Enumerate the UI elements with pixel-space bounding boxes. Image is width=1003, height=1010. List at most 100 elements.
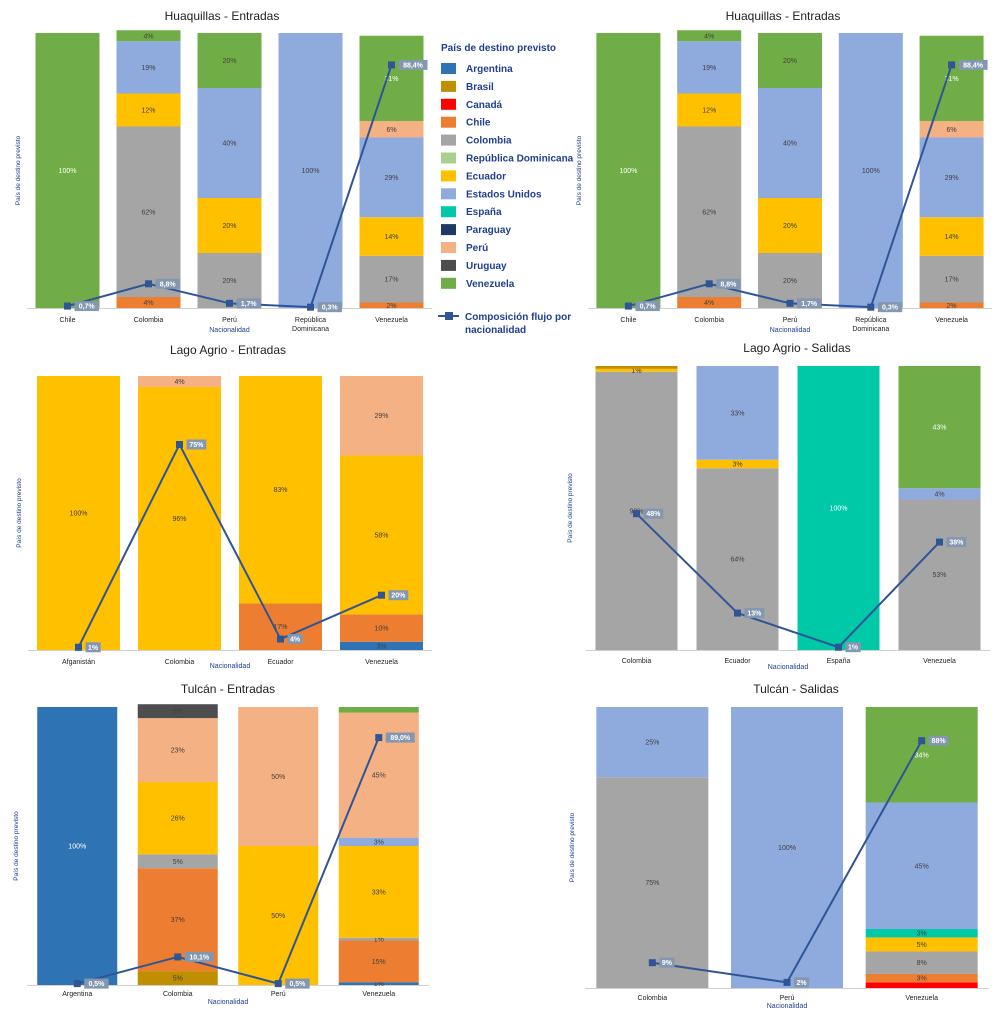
- bar-segment: [359, 35, 424, 121]
- point-label-box: [85, 642, 101, 653]
- y-axis-label: País de destino previsto: [569, 812, 576, 882]
- bar-segment: [758, 33, 822, 88]
- line-point-marker: [786, 299, 794, 307]
- x-tick-label: Colombia: [638, 995, 668, 1002]
- point-label: 13%: [747, 611, 762, 618]
- segment-label: 20%: [783, 58, 797, 65]
- segment-label: 37%: [171, 917, 185, 924]
- segment-label: 45%: [915, 863, 929, 870]
- bar-segment: [919, 121, 984, 138]
- segment-label: 96%: [172, 516, 186, 523]
- bar-segment: [898, 499, 981, 650]
- legend-title: País de destino previsto: [441, 43, 556, 54]
- composition-line: [77, 443, 382, 648]
- y-axis-label: País de destino previsto: [13, 811, 20, 881]
- point-label-box: [659, 957, 675, 968]
- line-point-marker: [73, 980, 81, 988]
- legend-item-label: Ecuador: [466, 171, 506, 182]
- line-point-marker: [867, 303, 875, 311]
- segment-label: 26%: [171, 816, 185, 823]
- line-point-marker: [75, 643, 82, 651]
- x-tick-label: Ecuador: [724, 658, 751, 665]
- x-axis-label: Nacionalidad: [770, 327, 811, 334]
- x-tick-label: Afganistán: [62, 659, 95, 666]
- legend-line-marker: [445, 312, 453, 320]
- point-label-box: [797, 298, 822, 309]
- point-label: 1%: [848, 645, 859, 652]
- segment-label: 19%: [141, 65, 155, 72]
- point-label: 89,0%: [390, 735, 411, 742]
- point-label: 38%: [949, 540, 964, 547]
- line-point-marker: [277, 635, 284, 643]
- bar-segment: [797, 366, 880, 650]
- y-axis-label: País de destino previsto: [16, 478, 23, 548]
- legend-item-label: Brasil: [466, 82, 494, 93]
- bar-segment: [197, 33, 262, 88]
- point-label-box: [877, 302, 903, 313]
- composition-line: [76, 737, 380, 985]
- x-tick-label: España: [827, 658, 851, 665]
- segment-label: 5%: [173, 976, 183, 983]
- x-tick-label: Argentina: [62, 991, 92, 998]
- bar-segment: [137, 718, 218, 783]
- segment-label: 100%: [778, 845, 796, 852]
- bar-segment: [677, 297, 742, 308]
- segment-label: 14%: [384, 234, 398, 241]
- segment-label: 6%: [386, 127, 396, 134]
- legend-swatch: [441, 188, 456, 200]
- point-label-box: [794, 977, 810, 988]
- line-point-marker: [783, 978, 791, 986]
- x-axis-label: Nacionalidad: [210, 663, 251, 670]
- legend-swatch: [441, 63, 456, 74]
- segment-label: 34%: [915, 752, 929, 759]
- segment-label: 3%: [917, 976, 927, 983]
- bar-segment: [696, 366, 779, 460]
- composition-line: [635, 512, 941, 649]
- x-tick-label: Chile: [60, 317, 76, 324]
- bar-segment: [898, 488, 981, 500]
- bar-segment: [359, 255, 424, 303]
- line-point-marker: [388, 61, 395, 69]
- segment-label: 4%: [143, 33, 153, 40]
- x-tick-label: República: [855, 317, 886, 324]
- x-tick-label: Dominicana: [852, 326, 889, 333]
- bar-segment: [37, 707, 118, 985]
- point-label: 4%: [290, 637, 301, 644]
- point-label-box: [928, 735, 949, 746]
- bar-segment: [116, 30, 181, 42]
- segment-label: 20%: [222, 223, 236, 230]
- legend-swatch: [441, 80, 456, 92]
- point-label-box: [155, 278, 180, 289]
- legend-item-label: Paraguay: [466, 225, 511, 236]
- bar-segment: [197, 198, 262, 253]
- y-axis-label: País de destino previsto: [15, 135, 22, 205]
- legend-item-label: Canadá: [466, 100, 503, 111]
- segment-label: 31%: [384, 76, 398, 83]
- bar-segment: [677, 41, 742, 94]
- x-axis-label: Nacionalidad: [768, 664, 809, 671]
- point-label: 1,7%: [241, 301, 258, 308]
- x-tick-label: Colombia: [163, 991, 193, 998]
- bar-segment: [838, 33, 903, 308]
- segment-label: 4%: [143, 300, 153, 307]
- line-point-marker: [624, 302, 632, 310]
- x-tick-label: Ecuador: [267, 659, 294, 666]
- point-label-box: [946, 537, 967, 548]
- segment-label: 83%: [273, 487, 287, 494]
- x-tick-label: Venezuela: [905, 995, 938, 1002]
- segment-label: 12%: [141, 108, 155, 115]
- legend-item-label: Perú: [466, 243, 488, 254]
- bar-segment: [338, 846, 419, 938]
- bar-segment: [919, 217, 984, 256]
- bar-segment: [677, 126, 742, 297]
- x-axis-label: Nacionalidad: [208, 999, 249, 1006]
- segment-label: 12%: [702, 108, 716, 115]
- point-label-box: [643, 508, 664, 519]
- chart-title: Huaquillas - Entradas: [726, 9, 841, 23]
- segment-label: 10%: [374, 626, 388, 633]
- bar-segment: [595, 366, 678, 369]
- point-label: 88,4%: [963, 62, 984, 69]
- legend-line-label: nacionalidad: [465, 325, 526, 336]
- point-label: 0,3%: [322, 305, 339, 312]
- bar-segment: [340, 376, 423, 456]
